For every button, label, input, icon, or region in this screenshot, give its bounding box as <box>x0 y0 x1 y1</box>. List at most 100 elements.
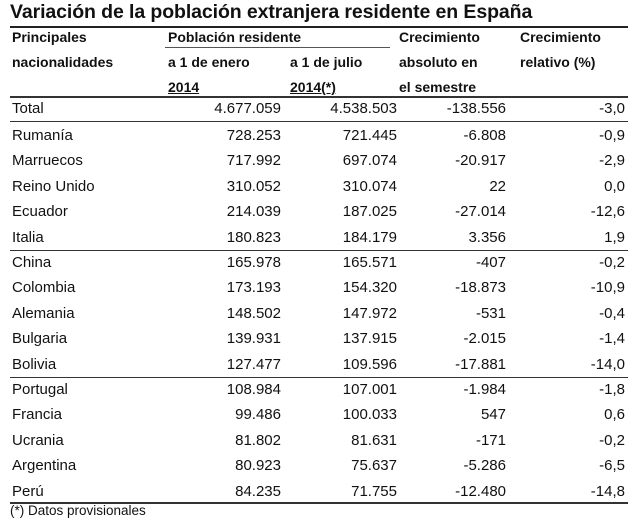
cell-value-absolute: -6.808 <box>463 127 506 144</box>
cell-name: Francia <box>12 406 63 424</box>
cell-value-july: 107.001 <box>342 381 397 398</box>
cell-value-july: 137.915 <box>342 330 397 348</box>
table-row: Ucrania 81.802 81.631 -171 -0,2 <box>10 428 628 453</box>
cell-name: China <box>12 254 52 271</box>
cell-name: Reino Unido <box>12 177 95 195</box>
table-row: Reino Unido 310.052 310.074 22 0,0 <box>10 174 628 199</box>
cell-value-july: 147.972 <box>342 304 397 322</box>
cell-value-january: 127.477 <box>226 355 281 373</box>
cell-name: Total <box>12 100 44 117</box>
cell-value-absolute: -17.881 <box>455 355 506 373</box>
header-relative-line2: relativo (%) <box>520 54 596 70</box>
cell-value-relative: -2,9 <box>599 152 625 170</box>
cell-value-relative: -0,2 <box>599 431 625 449</box>
total-row: Total 4.677.059 4.538.503 -138.556 -3,0 <box>10 96 628 121</box>
cell-name: Bolivia <box>12 355 57 373</box>
header-january-line2: 2014 <box>168 79 200 95</box>
cell-value-january: 310.052 <box>226 177 281 195</box>
header-rule <box>10 96 628 98</box>
cell-value-january: 165.978 <box>226 254 281 271</box>
cell-value-relative: -12,6 <box>590 203 625 221</box>
table-row: Rumanía 728.253 721.445 -6.808 -0,9 <box>10 123 628 148</box>
cell-value-january: 148.502 <box>226 304 281 322</box>
group-rule-3 <box>10 377 628 378</box>
cell-value-relative: 0,0 <box>604 177 625 195</box>
group-rule-2 <box>10 250 628 251</box>
cell-name: Colombia <box>12 279 76 297</box>
cell-value-july: 721.445 <box>342 127 397 144</box>
cell-value-january: 99.486 <box>235 406 281 424</box>
table-row: Ecuador 214.039 187.025 -27.014 -12,6 <box>10 199 628 224</box>
cell-value-july: 75.637 <box>351 457 397 475</box>
cell-name: Alemania <box>12 304 75 322</box>
header-absolute-line3: el semestre <box>399 79 477 95</box>
cell-name: Ucrania <box>12 431 64 449</box>
cell-name: Italia <box>12 228 44 246</box>
cell-value-relative: -3,0 <box>599 100 625 117</box>
cell-value-july: 184.179 <box>342 228 397 246</box>
cell-value-relative: -0,4 <box>599 304 625 322</box>
cell-value-absolute: -2.015 <box>463 330 506 348</box>
cell-value-july: 187.025 <box>342 203 397 221</box>
header-nationalities-line2: nacionalidades <box>12 54 114 70</box>
cell-value-july: 165.571 <box>342 254 397 271</box>
cell-value-absolute: 22 <box>489 177 506 195</box>
cell-value-relative: 0,6 <box>604 406 625 424</box>
table-row: Alemania 148.502 147.972 -531 -0,4 <box>10 301 628 326</box>
table-row: Francia 99.486 100.033 547 0,6 <box>10 402 628 427</box>
cell-value-july: 4.538.503 <box>330 100 397 117</box>
cell-name: Argentina <box>12 457 77 475</box>
cell-value-absolute: 3.356 <box>468 228 506 246</box>
header-nationalities-line1: Principales <box>12 29 87 45</box>
cell-value-january: 84.235 <box>235 482 281 500</box>
table-row: Argentina 80.923 75.637 -5.286 -6,5 <box>10 453 628 478</box>
table-row: Portugal 108.984 107.001 -1.984 -1,8 <box>10 377 628 402</box>
table-title: Variación de la población extranjera res… <box>10 1 533 23</box>
cell-value-relative: -0,2 <box>599 254 625 271</box>
cell-value-january: 173.193 <box>226 279 281 297</box>
cell-value-absolute: -20.917 <box>455 152 506 170</box>
cell-value-january: 80.923 <box>235 457 281 475</box>
cell-value-january: 81.802 <box>235 431 281 449</box>
cell-name: Portugal <box>12 381 68 398</box>
header-july-line2: 2014(*) <box>290 79 336 95</box>
cell-name: Bulgaria <box>12 330 68 348</box>
cell-value-absolute: -12.480 <box>455 482 506 500</box>
cell-value-absolute: -138.556 <box>446 100 506 117</box>
cell-value-relative: -6,5 <box>599 457 625 475</box>
group-underline <box>165 47 390 48</box>
table-row: Bulgaria 139.931 137.915 -2.015 -1,4 <box>10 326 628 351</box>
cell-value-relative: -10,9 <box>590 279 625 297</box>
table-row: Colombia 173.193 154.320 -18.873 -10,9 <box>10 275 628 300</box>
cell-value-july: 109.596 <box>342 355 397 373</box>
cell-value-absolute: -1.984 <box>463 381 506 398</box>
cell-name: Marruecos <box>12 152 83 170</box>
table-row: Italia 180.823 184.179 3.356 1,9 <box>10 225 628 250</box>
cell-name: Rumanía <box>12 127 73 144</box>
cell-value-january: 728.253 <box>226 127 281 144</box>
table-row: China 165.978 165.571 -407 -0,2 <box>10 250 628 275</box>
group-rule-1 <box>10 121 628 122</box>
bottom-rule <box>10 502 628 504</box>
cell-value-absolute: -5.286 <box>463 457 506 475</box>
cell-name: Perú <box>12 482 44 500</box>
header-relative-line1: Crecimiento <box>520 29 601 45</box>
cell-value-january: 214.039 <box>226 203 281 221</box>
cell-value-absolute: -531 <box>475 304 506 322</box>
cell-value-july: 154.320 <box>342 279 397 297</box>
cell-value-relative: 1,9 <box>604 228 625 246</box>
cell-value-january: 108.984 <box>226 381 281 398</box>
cell-value-july: 71.755 <box>351 482 397 500</box>
table-row: Bolivia 127.477 109.596 -17.881 -14,0 <box>10 352 628 377</box>
footnote: (*) Datos provisionales <box>10 503 146 518</box>
cell-value-january: 4.677.059 <box>214 100 281 117</box>
cell-value-absolute: -171 <box>475 431 506 449</box>
title-rule <box>10 26 628 28</box>
header-absolute-line1: Crecimiento <box>399 29 480 45</box>
cell-value-absolute: -407 <box>475 254 506 271</box>
cell-value-absolute: -27.014 <box>455 203 506 221</box>
cell-value-absolute: 547 <box>480 406 506 424</box>
cell-value-july: 310.074 <box>342 177 397 195</box>
header-january-line1: a 1 de enero <box>168 54 250 70</box>
cell-value-january: 180.823 <box>226 228 281 246</box>
